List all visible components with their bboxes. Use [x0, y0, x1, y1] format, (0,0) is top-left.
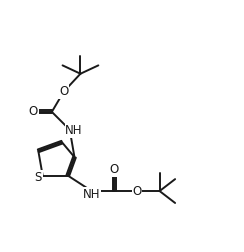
- Text: NH: NH: [65, 124, 83, 137]
- Text: O: O: [59, 85, 68, 98]
- Text: S: S: [35, 171, 42, 184]
- Text: O: O: [132, 184, 142, 198]
- Text: O: O: [110, 163, 119, 176]
- Text: NH: NH: [83, 188, 100, 201]
- Text: O: O: [29, 105, 38, 118]
